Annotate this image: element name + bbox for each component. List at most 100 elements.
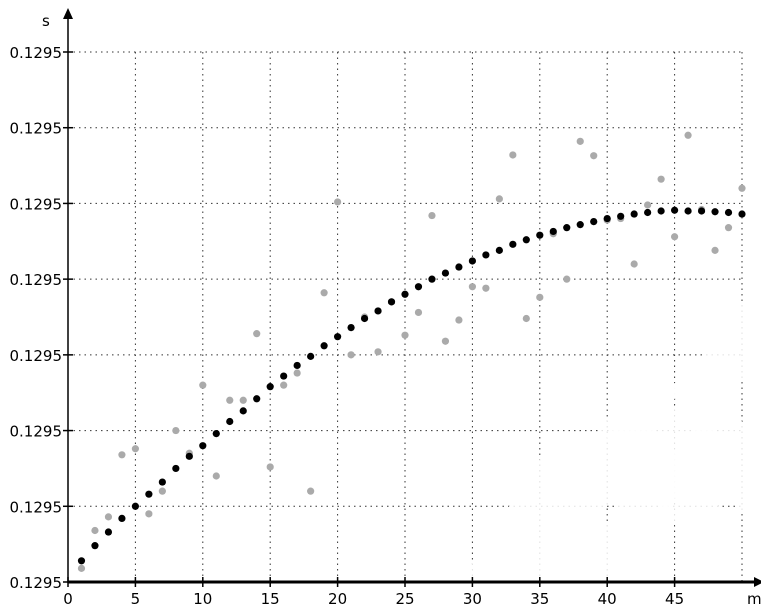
scatter-point	[671, 233, 679, 241]
fit-point	[509, 240, 517, 248]
scatter-point	[441, 337, 450, 345]
x-tick-label: 45	[665, 590, 684, 608]
x-axis-label: m	[747, 590, 761, 608]
y-tick-label: 0.1295	[10, 498, 63, 516]
fit-point	[226, 417, 234, 426]
scatter-point	[468, 283, 476, 291]
fit-point	[387, 298, 396, 306]
scatter-point	[280, 381, 288, 389]
labels-layer: 0 5 10 15 20 25 30 35 40 45 0.1295 0.1295 0.1295 0.12…	[10, 12, 761, 608]
fit-point	[145, 490, 153, 498]
scatter-point	[576, 137, 584, 145]
scatter-point	[414, 308, 423, 317]
scatter-point	[320, 289, 328, 297]
fit-point	[468, 257, 476, 265]
fit-point	[603, 214, 611, 223]
fit-point	[522, 236, 530, 244]
y-tick-label: 0.1295	[10, 347, 63, 365]
scatter-point	[724, 224, 733, 232]
fit-point	[293, 361, 301, 370]
scatter-point	[455, 316, 463, 324]
scatter-point	[563, 275, 571, 283]
scatter-point	[158, 487, 166, 495]
x-tick-label: 30	[463, 590, 482, 608]
fit-point	[590, 218, 598, 226]
y-tick-label: 0.1295	[10, 195, 63, 213]
fit-point	[671, 206, 679, 214]
scatter-point	[509, 151, 517, 159]
fit-point	[239, 407, 247, 415]
fit-point	[617, 212, 625, 220]
fit-point	[549, 227, 557, 236]
x-tick-label: 35	[530, 590, 549, 608]
x-tick-label: 0	[63, 590, 73, 608]
fit-point	[644, 208, 652, 217]
scatter-point	[522, 314, 530, 323]
scatter-point	[131, 445, 139, 453]
scatter-point	[711, 246, 719, 254]
scatter-point	[684, 131, 692, 139]
fit-point	[104, 528, 113, 536]
scatter-point	[644, 201, 652, 209]
y-tick-label: 0.1295	[10, 120, 63, 138]
scatter-point	[307, 487, 315, 495]
fit-point	[657, 207, 665, 215]
fit-point	[711, 208, 719, 216]
fit-point	[118, 514, 126, 523]
scatter-point	[199, 381, 207, 389]
scatter-point	[118, 451, 126, 459]
fit-point	[77, 557, 86, 565]
fit-point	[563, 224, 571, 232]
x-tick-label: 25	[395, 590, 414, 608]
scatter-point	[239, 396, 247, 404]
fit-point	[576, 221, 584, 229]
y-tick-label: 0.1295	[10, 44, 63, 62]
fit-point	[91, 542, 99, 550]
fit-point	[697, 207, 706, 215]
fit-point	[684, 207, 692, 215]
fit-point	[131, 502, 139, 510]
scatter-point	[495, 195, 503, 203]
fit-point	[158, 478, 166, 486]
fit-point	[724, 208, 733, 217]
x-tick-label: 5	[131, 590, 141, 608]
scatter-point	[293, 369, 301, 377]
fit-point	[455, 263, 463, 271]
scatter-point	[226, 396, 234, 404]
fit-point	[441, 269, 450, 277]
scatter-point	[428, 211, 436, 220]
watermark	[442, 298, 761, 609]
fit-point	[374, 307, 382, 315]
scatter-point	[630, 260, 638, 268]
x-tick-label: 10	[193, 590, 212, 608]
fit-point	[307, 352, 315, 360]
y-tick-label: 0.1295	[10, 271, 63, 289]
points-layer	[77, 131, 746, 572]
fit-point	[199, 442, 207, 450]
fit-point	[401, 290, 409, 298]
scatter-point	[374, 348, 382, 356]
scatter-point	[253, 330, 261, 338]
fit-point	[266, 383, 274, 391]
x-tick-label: 40	[598, 590, 617, 608]
fit-point	[428, 275, 436, 283]
fit-point	[280, 372, 288, 380]
scatter-point	[145, 510, 153, 518]
grid-layer	[68, 51, 743, 582]
fit-point	[320, 342, 328, 350]
fit-point	[738, 210, 746, 218]
fit-point	[414, 283, 423, 291]
scatter-point	[347, 351, 355, 359]
fit-point	[172, 464, 180, 473]
scatter-point	[536, 293, 544, 301]
fit-point	[347, 324, 355, 332]
fit-point	[495, 246, 503, 254]
fit-point	[630, 210, 638, 218]
scatter-point	[590, 152, 598, 160]
scatter-point	[738, 184, 746, 192]
fit-point	[334, 333, 342, 341]
fit-point	[185, 452, 193, 460]
scatter-point	[77, 564, 86, 572]
y-axis-arrow	[63, 8, 73, 19]
